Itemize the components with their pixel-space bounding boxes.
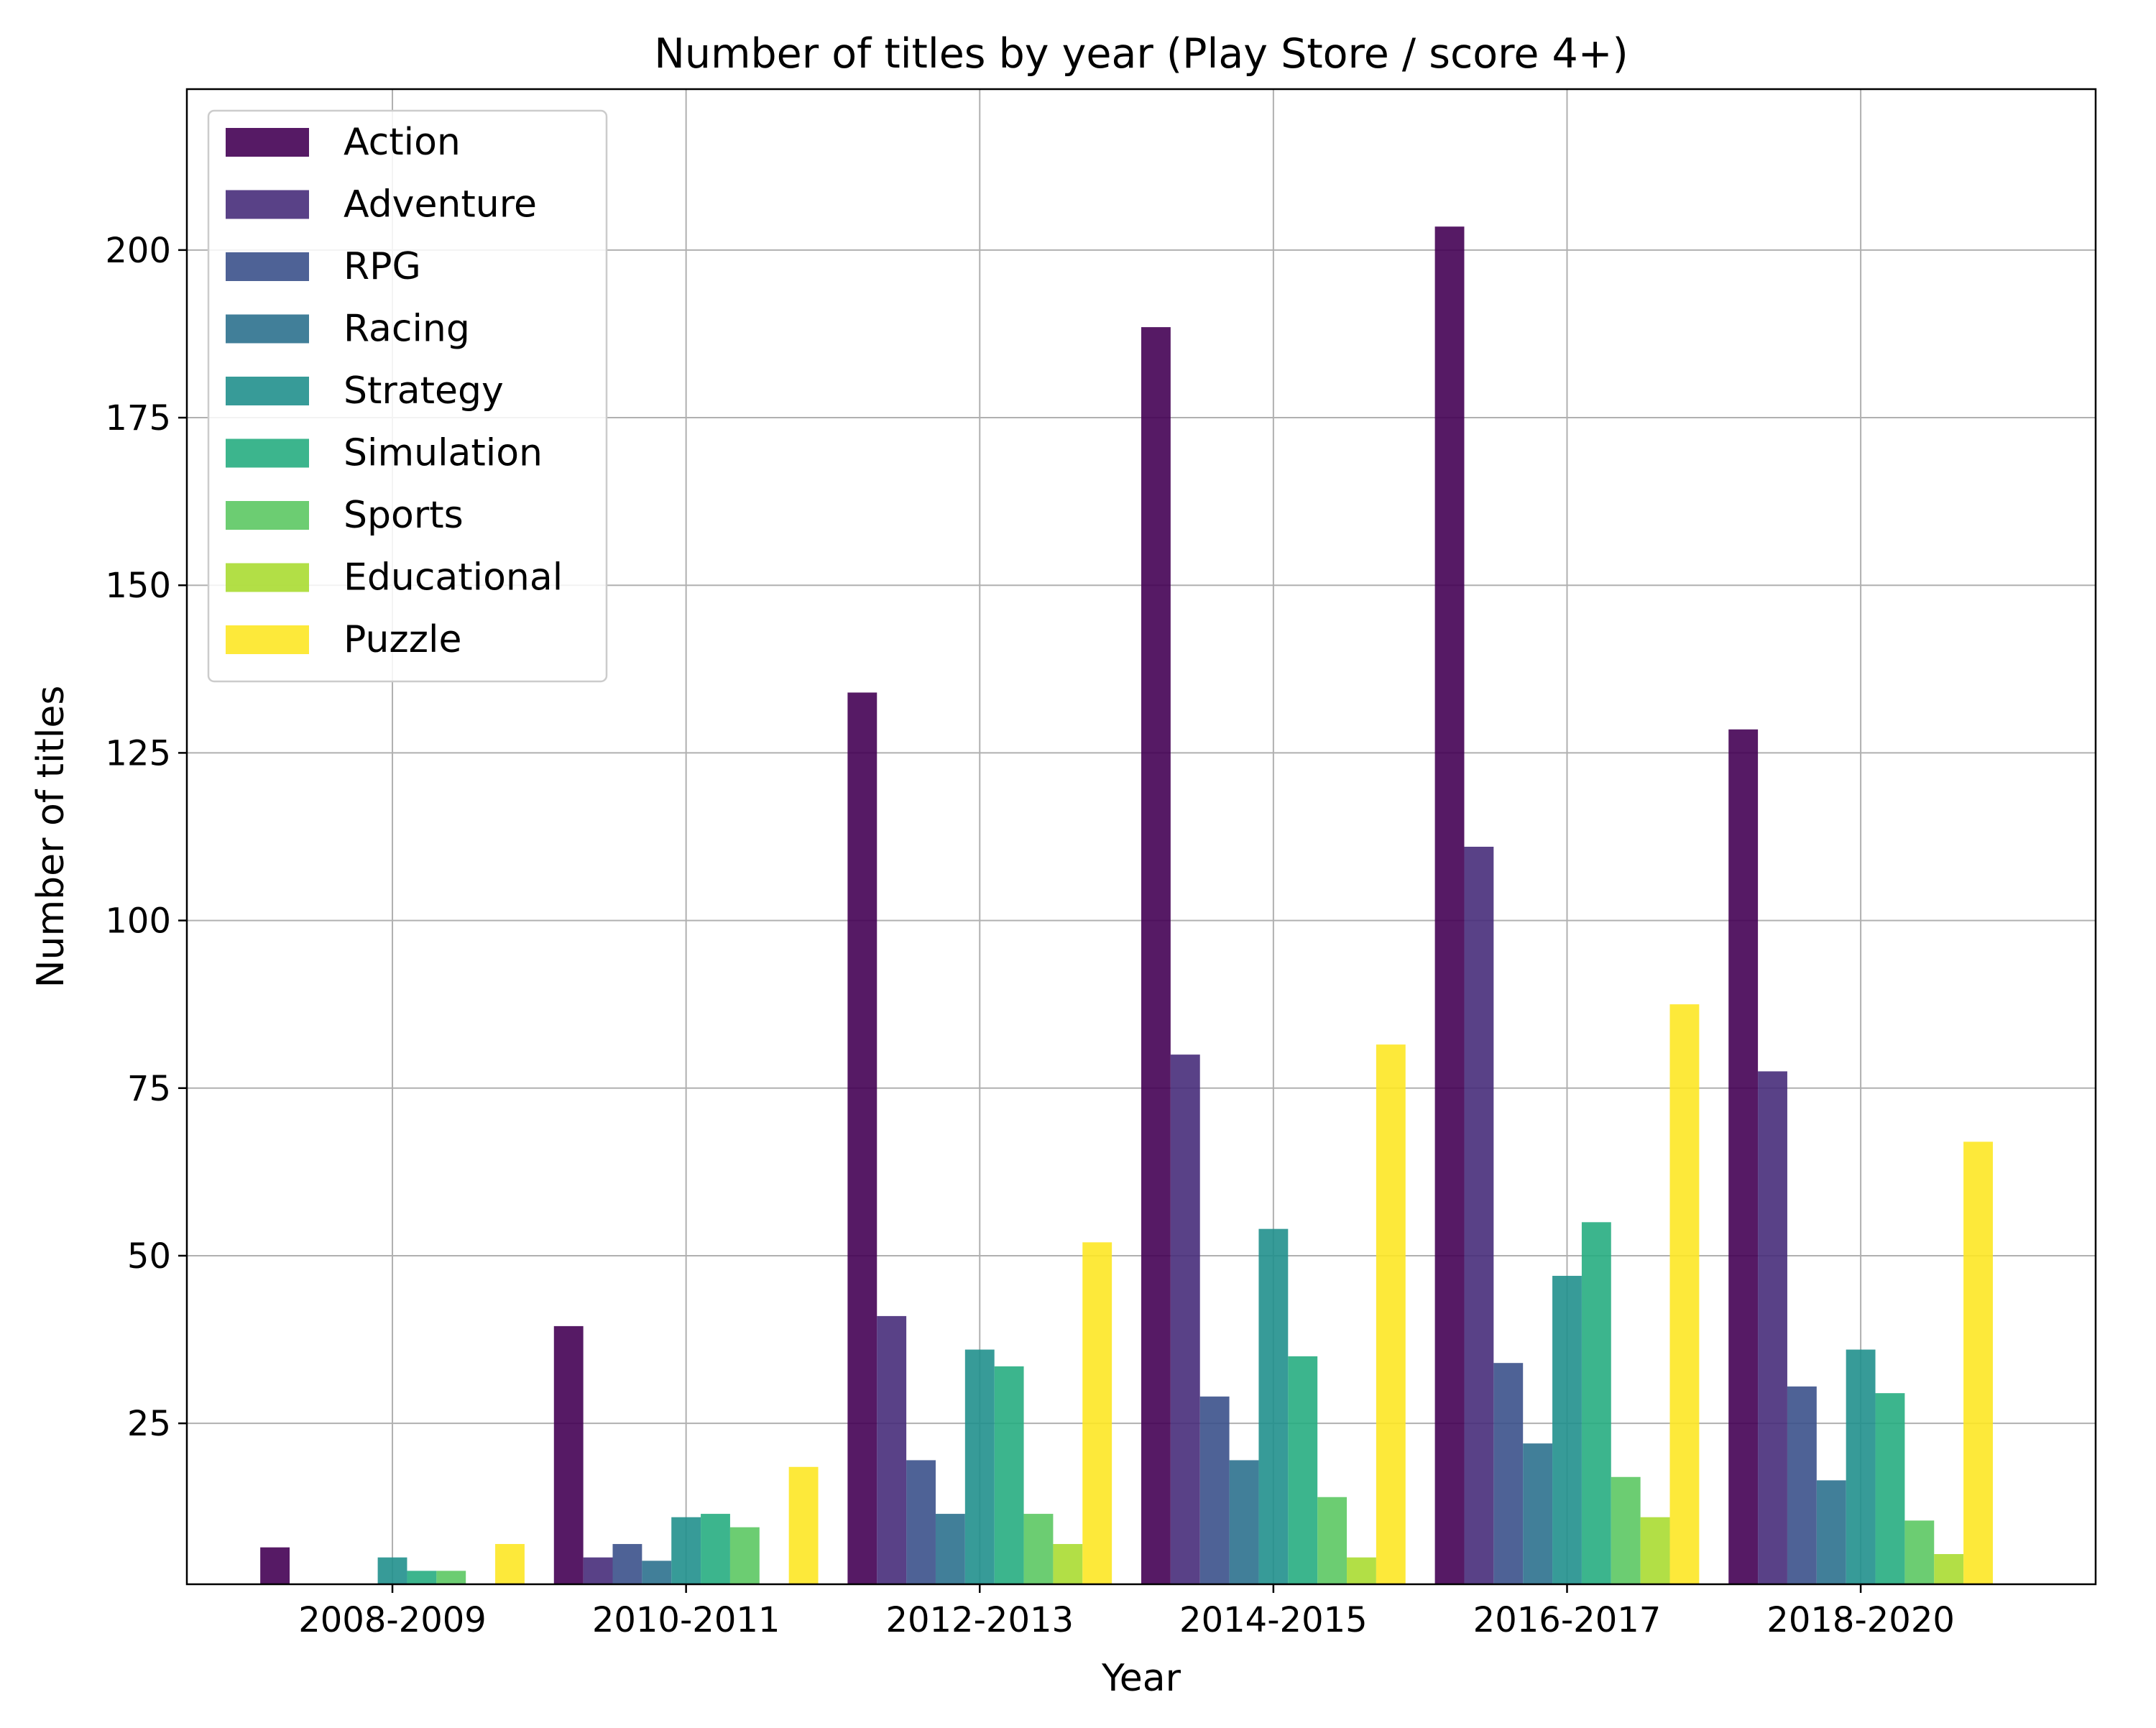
bar-racing [1229, 1460, 1259, 1584]
bar-simulation [1875, 1393, 1905, 1584]
x-axis: 2008-2009 2010-2011 2012-2013 2014-2015 2016… [298, 1584, 1955, 1640]
bar-racing [642, 1561, 672, 1584]
bar-simulation [994, 1366, 1024, 1584]
bar-action [847, 692, 877, 1584]
x-tick-label: 2018-2020 [1766, 1600, 1955, 1640]
bar-adventure [877, 1315, 907, 1584]
bar-educational [1053, 1544, 1083, 1584]
legend-swatch [226, 314, 309, 344]
legend-swatch [226, 563, 309, 592]
bar-racing [935, 1514, 965, 1584]
bar-strategy [377, 1557, 407, 1584]
bar-puzzle [495, 1544, 525, 1584]
bar-educational [1934, 1554, 1964, 1584]
bar-puzzle [1082, 1242, 1112, 1584]
legend-label: Sports [344, 494, 464, 537]
bars-layer [260, 226, 1993, 1585]
bar-puzzle [1669, 1004, 1700, 1584]
bar-sports [1904, 1520, 1935, 1584]
y-tick-label: 25 [127, 1404, 171, 1444]
bar-sports [1023, 1514, 1054, 1584]
bar-adventure [1758, 1071, 1787, 1584]
bar-action [260, 1547, 290, 1584]
y-tick-label: 200 [105, 231, 171, 271]
bar-strategy [1258, 1228, 1289, 1584]
legend-swatch [226, 190, 309, 219]
bar-sports [729, 1527, 760, 1584]
y-tick-label: 75 [127, 1069, 171, 1109]
bar-puzzle [1376, 1044, 1406, 1584]
legend-swatch [226, 377, 309, 405]
bar-action [553, 1325, 584, 1584]
bar-sports [1611, 1476, 1641, 1584]
bar-action [1141, 327, 1171, 1584]
y-tick-label: 150 [105, 566, 171, 606]
bar-racing [1523, 1443, 1553, 1584]
bar-rpg [612, 1544, 642, 1584]
legend-label: Strategy [344, 369, 504, 413]
bar-strategy [671, 1517, 701, 1584]
legend-label: Educational [344, 556, 563, 599]
legend-swatch [226, 625, 309, 654]
bar-puzzle [788, 1466, 819, 1584]
y-axis: 25 50 75 100 125 150 175 200 [105, 231, 187, 1444]
x-tick-label: 2014-2015 [1179, 1600, 1368, 1640]
bar-sports [436, 1571, 466, 1584]
legend-label: Simulation [344, 432, 543, 475]
bar-simulation [407, 1571, 437, 1584]
legend-swatch [226, 128, 309, 157]
bar-puzzle [1963, 1141, 1993, 1584]
legend-swatch [226, 252, 309, 281]
y-tick-label: 100 [105, 901, 171, 942]
legend: Action Adventure RPG Racing Strategy Simulati… [207, 109, 608, 683]
bar-action [1434, 226, 1465, 1585]
x-tick-label: 2012-2013 [885, 1600, 1074, 1640]
bar-strategy [1552, 1275, 1582, 1584]
chart-title: Number of titles by year (Play Store / s… [654, 30, 1628, 78]
bar-strategy [964, 1349, 995, 1584]
x-tick-label: 2016-2017 [1473, 1600, 1662, 1640]
legend-swatch [226, 438, 309, 468]
bar-rpg [906, 1460, 936, 1584]
legend-swatch [226, 501, 309, 530]
bar-simulation [1288, 1356, 1318, 1584]
plot-frame [185, 88, 2097, 1586]
bar-rpg [1787, 1386, 1817, 1584]
bar-educational [1640, 1517, 1670, 1584]
y-axis-label: Number of titles [29, 686, 73, 988]
bar-simulation [701, 1514, 730, 1584]
legend-label: Action [344, 121, 461, 164]
bar-rpg [1199, 1396, 1230, 1584]
legend-label: RPG [344, 245, 421, 288]
legend-label: Adventure [344, 183, 537, 226]
bar-strategy [1846, 1349, 1876, 1584]
bar-action [1728, 729, 1759, 1584]
bar-sports [1317, 1497, 1348, 1584]
legend-label: Racing [344, 308, 470, 351]
y-tick-label: 175 [105, 398, 171, 438]
bar-rpg [1493, 1363, 1524, 1584]
bar-racing [1816, 1480, 1846, 1584]
bar-adventure [1464, 846, 1494, 1584]
y-tick-label: 50 [127, 1236, 171, 1277]
legend-label: Puzzle [344, 618, 461, 661]
x-tick-label: 2008-2009 [298, 1600, 487, 1640]
x-axis-label: Year [1101, 1657, 1181, 1700]
bar-simulation [1581, 1222, 1611, 1584]
y-tick-label: 125 [105, 733, 171, 773]
bar-adventure [1170, 1054, 1200, 1584]
bar-adventure [583, 1557, 613, 1584]
bar-educational [1347, 1557, 1376, 1584]
x-tick-label: 2010-2011 [592, 1600, 780, 1640]
